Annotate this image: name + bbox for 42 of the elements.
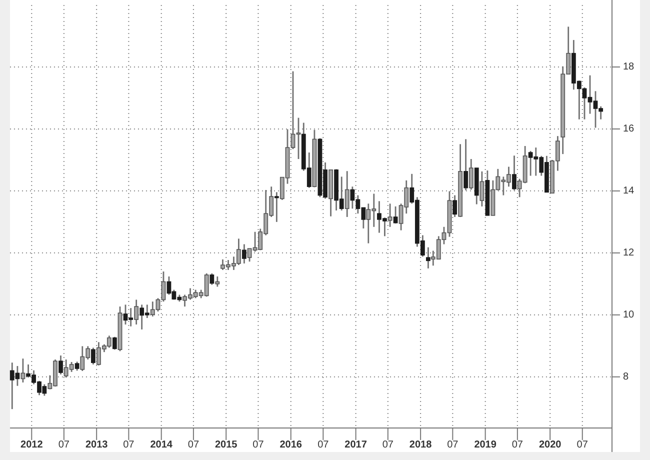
candlestick [58, 354, 63, 376]
y-tick-label: 8 [623, 372, 629, 383]
x-tick-label: 07 [188, 440, 200, 451]
x-tick-label: 07 [123, 440, 135, 451]
candlestick [393, 206, 398, 224]
candlestick [480, 170, 484, 208]
x-tick-label: 2019 [474, 440, 497, 451]
x-tick-label: 07 [252, 440, 264, 451]
y-tick-label: 12 [623, 248, 635, 259]
candlestick [344, 170, 350, 218]
x-tick-label: 07 [382, 440, 394, 451]
x-tick-label: 2016 [280, 440, 302, 451]
y-tick-label: 10 [623, 310, 635, 321]
x-tick-label: 2014 [150, 440, 173, 451]
y-tick-label: 18 [623, 62, 635, 73]
x-tick-label: 2013 [85, 440, 108, 451]
candlestick [512, 154, 516, 192]
candlestick [464, 138, 468, 192]
candlestick [426, 246, 430, 270]
candlestick [215, 276, 220, 288]
y-tick-label: 14 [623, 186, 635, 197]
candlestick [452, 194, 457, 218]
candlestick [91, 347, 96, 366]
candlestick [134, 299, 139, 326]
candlestick [388, 202, 392, 228]
candlestick [20, 358, 26, 384]
candlestick [112, 336, 117, 350]
x-tick-label: 2020 [538, 440, 562, 451]
candlestick [242, 244, 246, 264]
x-tick-label: 07 [512, 440, 524, 451]
x-tick-label: 07 [58, 440, 70, 451]
x-tick-label: 07 [318, 440, 330, 451]
x-tick-label: 2015 [214, 440, 238, 451]
y-tick-label: 16 [623, 124, 635, 135]
x-tick-label: 2018 [409, 440, 432, 451]
candlestick [274, 191, 279, 223]
candlestick [210, 272, 214, 286]
candlestick [468, 158, 474, 190]
x-tick-label: 2012 [20, 440, 44, 451]
x-tick-label: 07 [576, 440, 588, 451]
x-tick-label: 07 [447, 440, 459, 451]
x-tick-label: 2017 [344, 440, 368, 451]
